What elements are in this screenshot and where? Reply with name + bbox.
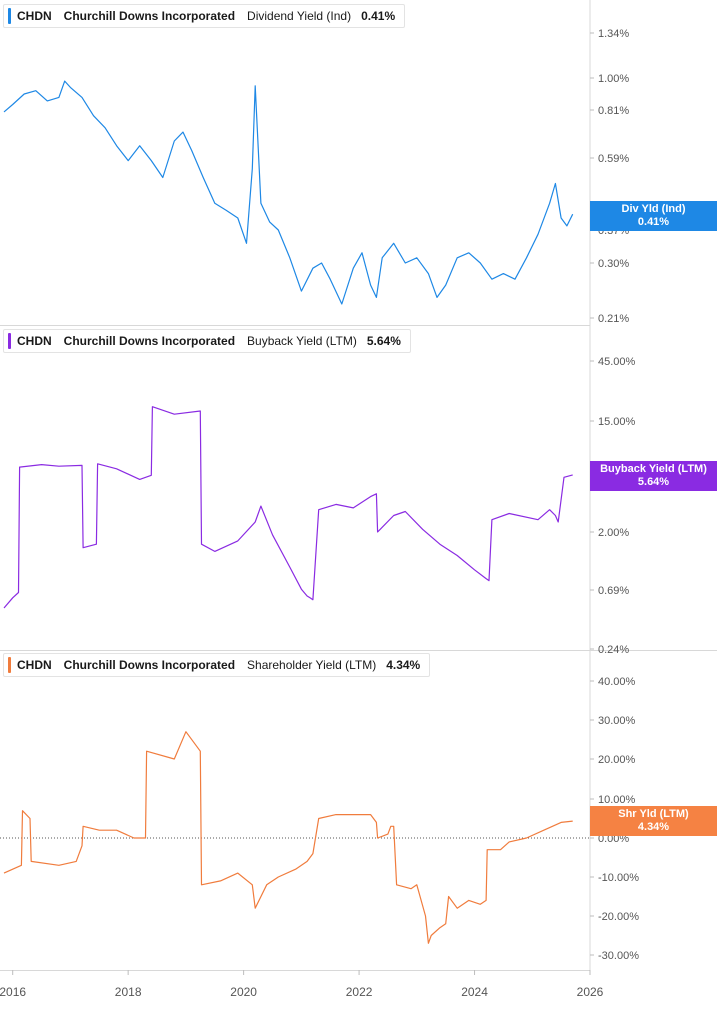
y-tick-label: 30.00%: [598, 715, 636, 727]
y-tick-label: 10.00%: [598, 794, 636, 806]
dividend-yield-end-label: Div Yld (Ind) 0.41%: [590, 201, 717, 231]
dividend-yield-swatch: [8, 8, 11, 24]
dividend-yield-legend: CHDN Churchill Downs Incorporated Divide…: [3, 4, 406, 28]
y-tick-label: 40.00%: [598, 676, 636, 688]
series-line-dividend-yield: [3, 80, 574, 305]
y-tick-label: 0.24%: [598, 644, 629, 656]
y-tick-label: 1.00%: [598, 73, 629, 85]
end-label-value: 5.64%: [637, 476, 670, 488]
legend-metric: Dividend Yield (Ind): [247, 9, 352, 23]
series-line-buyback-yield: [3, 406, 573, 609]
end-label-value: 0.41%: [637, 216, 670, 228]
y-tick-label: 2.00%: [598, 527, 629, 539]
y-tick-label: 0.59%: [598, 153, 629, 165]
x-tick-label: 2016: [0, 985, 26, 999]
legend-company: Churchill Downs Incorporated: [63, 9, 236, 23]
legend-ticker: CHDN: [17, 658, 52, 672]
y-tick-label: 0.81%: [598, 105, 629, 117]
shareholder-yield-swatch: [8, 657, 11, 673]
end-label-name: Div Yld (Ind): [621, 203, 686, 215]
y-tick-label: 0.21%: [598, 313, 629, 325]
buyback-yield-end-label: Buyback Yield (LTM) 5.64%: [590, 461, 717, 491]
y-tick-label: 15.00%: [598, 416, 636, 428]
shareholder-yield-end-label: Shr Yld (LTM) 4.34%: [590, 806, 717, 836]
y-tick-label: -20.00%: [598, 911, 639, 923]
legend-ticker: CHDN: [17, 334, 52, 348]
legend-metric: Buyback Yield (LTM): [247, 334, 357, 348]
legend-value: 5.64%: [366, 334, 401, 348]
y-tick-label: 20.00%: [598, 754, 636, 766]
end-label-name: Shr Yld (LTM): [618, 808, 689, 820]
y-tick-label: -10.00%: [598, 872, 639, 884]
buyback-yield-swatch: [8, 333, 11, 349]
buyback-yield-legend: CHDN Churchill Downs Incorporated Buybac…: [3, 329, 411, 353]
y-tick-label: 1.34%: [598, 28, 629, 40]
y-tick-label: -30.00%: [598, 950, 639, 962]
y-tick-label: 0.30%: [598, 258, 629, 270]
x-tick-label: 2022: [346, 985, 373, 999]
x-tick-label: 2020: [230, 985, 257, 999]
x-tick-label: 2018: [115, 985, 142, 999]
y-tick-label: 0.00%: [598, 833, 629, 845]
shareholder-yield-legend: CHDN Churchill Downs Incorporated Shareh…: [3, 653, 431, 677]
series-line-shareholder-yield: [3, 731, 573, 944]
legend-value: 0.41%: [361, 9, 396, 23]
end-label-name: Buyback Yield (LTM): [600, 463, 707, 475]
legend-metric: Shareholder Yield (LTM): [247, 658, 377, 672]
legend-company: Churchill Downs Incorporated: [63, 334, 236, 348]
x-tick-label: 2026: [577, 985, 604, 999]
legend-company: Churchill Downs Incorporated: [63, 658, 236, 672]
legend-ticker: CHDN: [17, 9, 52, 23]
end-label-value: 4.34%: [637, 821, 670, 833]
y-tick-label: 45.00%: [598, 356, 636, 368]
y-tick-label: 0.69%: [598, 585, 629, 597]
x-tick-label: 2024: [461, 985, 488, 999]
legend-value: 4.34%: [386, 658, 421, 672]
